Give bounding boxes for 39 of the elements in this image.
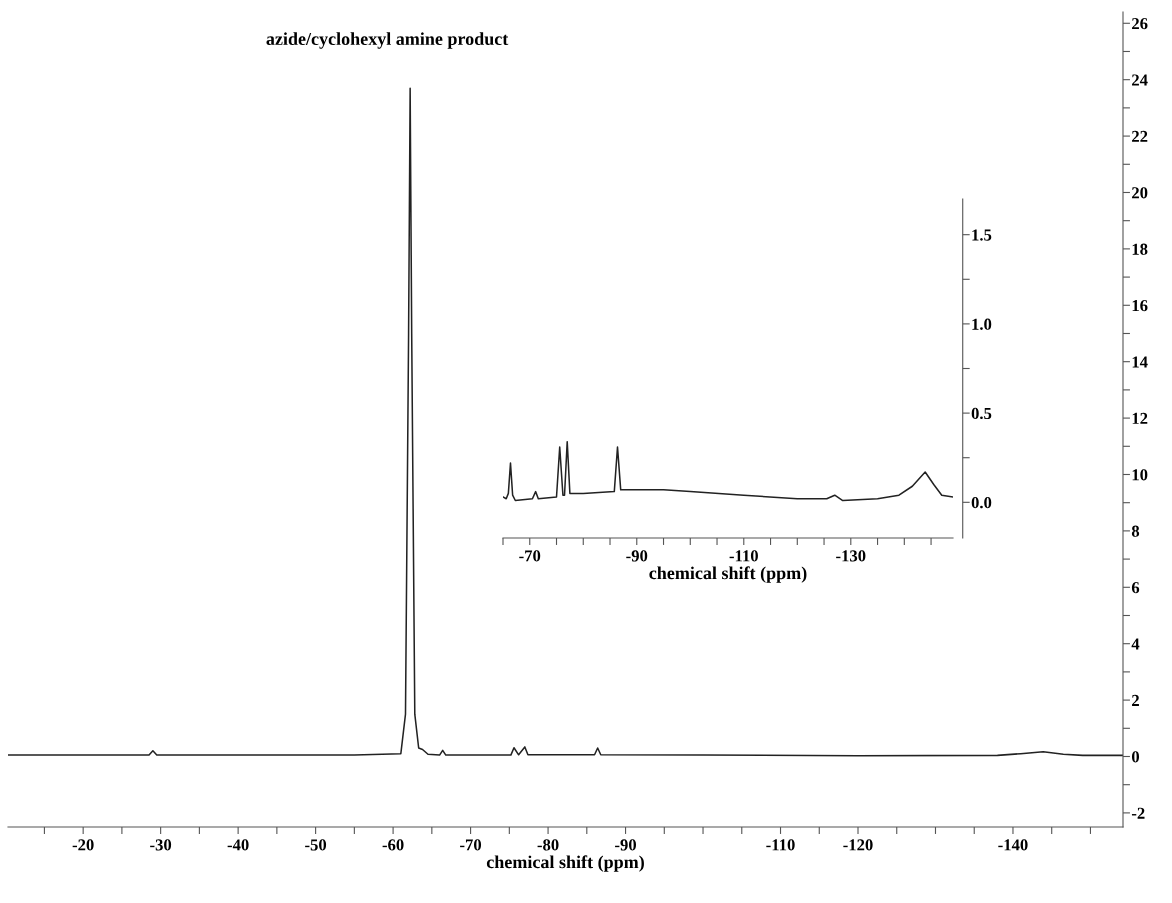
- x-tick-label: -80: [537, 839, 559, 851]
- y-tick-label: 12: [1132, 412, 1148, 424]
- x-tick-label: -30: [150, 839, 172, 851]
- y-tick-label: 22: [1132, 130, 1148, 142]
- x-tick-label: -90: [615, 839, 637, 851]
- x-tick-label: -110: [729, 550, 758, 562]
- y-tick-label: 26: [1132, 18, 1148, 30]
- y-tick-label: 6: [1131, 582, 1140, 594]
- x-tick-label: -120: [843, 839, 873, 851]
- y-tick-label: 1.5: [972, 229, 992, 241]
- line-series: [8, 87, 1123, 757]
- text: azide/cyclohexyl amine product: [266, 32, 509, 49]
- y-tick-label: 10: [1132, 469, 1148, 481]
- x-tick-label: -70: [519, 550, 541, 562]
- x-tick-label: -60: [382, 839, 404, 851]
- y-tick-label: 4: [1131, 638, 1140, 650]
- x-tick-label: -40: [227, 839, 249, 851]
- y-tick-label: 24: [1132, 74, 1148, 86]
- y-tick-label: 1.0: [972, 318, 992, 330]
- x-tick-label: -110: [766, 839, 795, 851]
- x-tick-label: -20: [72, 839, 94, 851]
- y-tick-label: 0: [1131, 751, 1140, 763]
- y-tick-label: 8: [1131, 525, 1140, 537]
- x-axis-title: chemical shift (ppm): [649, 566, 807, 583]
- y-tick-label: -2: [1131, 807, 1145, 819]
- x-tick-label: -90: [626, 550, 648, 562]
- line-series: [503, 440, 953, 502]
- y-tick-label: 0.0: [971, 497, 992, 509]
- x-tick-label: -50: [305, 839, 327, 851]
- y-tick-label: 14: [1132, 356, 1148, 368]
- x-tick-label: -140: [998, 839, 1028, 851]
- x-tick-label: -130: [836, 550, 866, 562]
- x-tick-label: -70: [460, 839, 482, 851]
- x-axis-title: chemical shift (ppm): [486, 855, 644, 872]
- y-tick-label: 18: [1132, 243, 1148, 255]
- y-tick-label: 2: [1132, 694, 1139, 706]
- y-tick-label: 16: [1132, 300, 1148, 312]
- y-tick-label: 20: [1132, 187, 1148, 199]
- y-tick-label: 0.5: [971, 407, 992, 420]
